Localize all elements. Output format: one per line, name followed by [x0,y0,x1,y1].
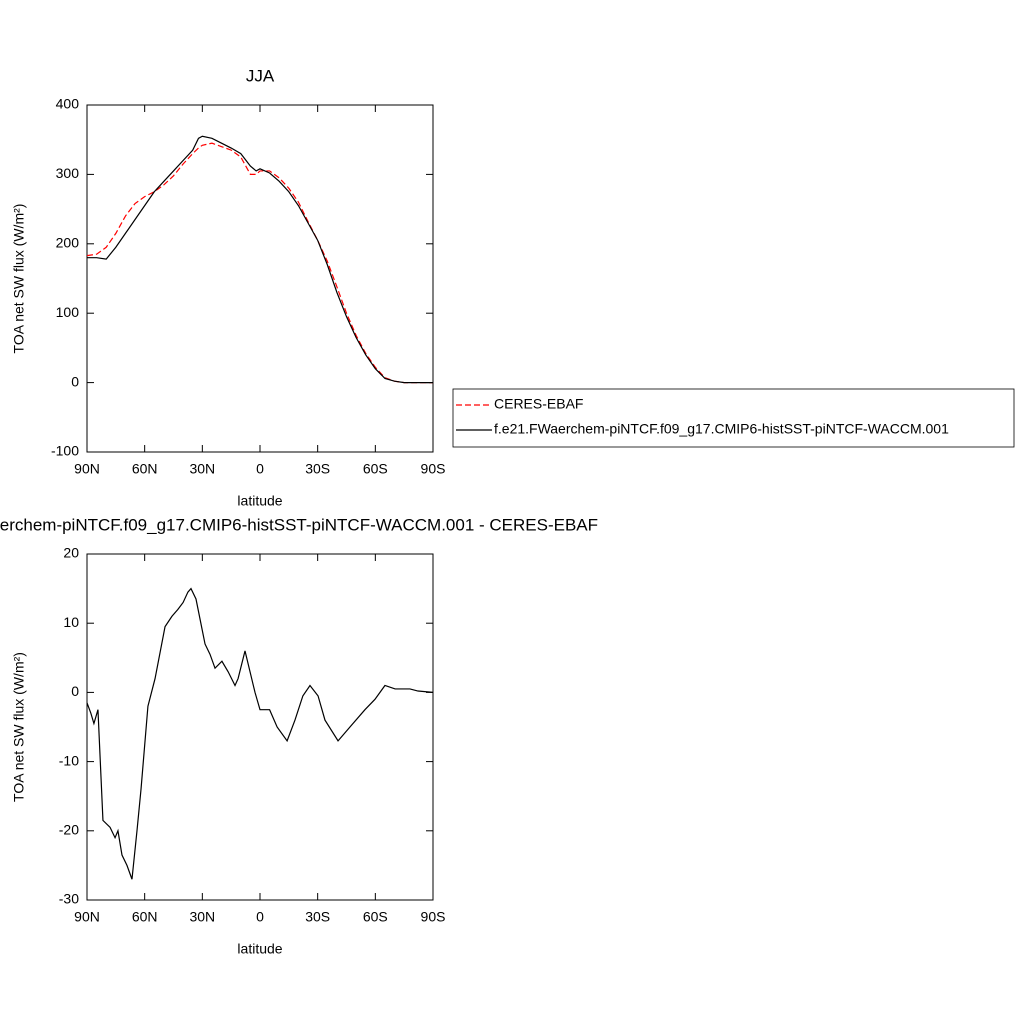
x-axis-label: latitude [237,493,282,509]
y-tick-label: 10 [63,614,79,630]
x-tick-label: 90N [74,909,100,925]
x-tick-label: 60S [363,461,388,477]
y-tick-label: 300 [56,165,80,181]
y-tick-label: -100 [51,443,79,459]
legend-box [452,388,1015,448]
y-tick-label: -10 [59,752,79,768]
x-tick-label: 90N [74,461,100,477]
legend-label: f.e21.FWaerchem-piNTCF.f09_g17.CMIP6-his… [494,421,949,437]
data-line [86,142,433,384]
y-tick-label: 20 [63,545,79,561]
y-tick-label: 400 [56,96,80,112]
x-tick-label: 30N [189,909,215,925]
x-tick-label: 0 [256,461,264,477]
plot-frame [86,553,434,901]
x-tick-label: 60N [132,461,158,477]
x-tick-label: 60S [363,909,388,925]
x-tick-label: 90S [421,461,446,477]
y-tick-label: 100 [56,304,80,320]
x-tick-label: 30N [189,461,215,477]
y-tick-label: 200 [56,235,80,251]
y-tick-label: -30 [59,891,79,907]
x-tick-label: 30S [305,909,330,925]
plot-frame [86,104,434,453]
x-tick-label: 60N [132,909,158,925]
x-tick-label: 30S [305,461,330,477]
y-tick-label: 0 [71,683,79,699]
y-axis-label: TOA net SW flux (W/m²) [11,652,27,802]
data-line [86,587,434,880]
data-line [87,135,433,384]
y-axis-label: TOA net SW flux (W/m²) [11,204,27,354]
x-tick-label: 0 [256,909,264,925]
x-axis-label: latitude [237,941,282,957]
y-tick-label: -20 [59,822,79,838]
legend-label: CERES-EBAF [494,396,583,412]
chart-title: f.e21.FWaerchem-piNTCF.f09_g17.CMIP6-his… [0,515,598,534]
y-tick-label: 0 [71,373,79,389]
chart-title: JJA [246,66,275,85]
x-tick-label: 90S [421,909,446,925]
